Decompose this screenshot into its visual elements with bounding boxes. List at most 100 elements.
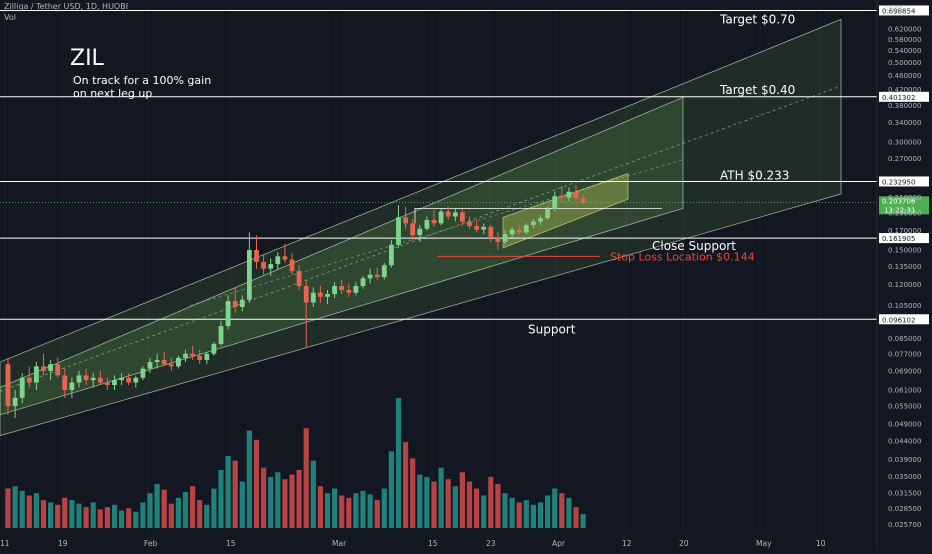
- channel-midline: [0, 85, 842, 392]
- candle-body: [105, 382, 110, 385]
- volume-indicator-label[interactable]: Vol: [4, 13, 16, 22]
- volume-bar: [140, 502, 146, 528]
- candle-body: [360, 278, 366, 287]
- volume-bar: [523, 500, 529, 528]
- candle-body: [438, 211, 444, 224]
- volume-bar: [190, 486, 196, 528]
- y-tick-label: 0.170000: [888, 227, 921, 235]
- volume-bar: [48, 502, 54, 528]
- candle-body: [488, 226, 494, 238]
- y-tick-label: 0.540000: [888, 47, 921, 55]
- x-tick-label: May: [756, 539, 772, 548]
- candle-body: [424, 219, 430, 229]
- candle-body: [403, 217, 408, 224]
- candle-body: [374, 274, 380, 278]
- candle-body: [559, 196, 565, 198]
- volume-bar: [346, 497, 352, 528]
- volume-bar: [552, 488, 558, 528]
- inner-channel: [0, 96, 684, 416]
- level-price-label: 0.698854: [882, 7, 916, 15]
- candle-body: [410, 223, 416, 236]
- note-line-1: On track for a 100% gain: [73, 74, 212, 87]
- volume-bar: [147, 493, 153, 528]
- volume-bar: [104, 507, 110, 528]
- x-tick-label: Apr: [552, 539, 566, 548]
- y-tick-label: 0.061000: [888, 387, 921, 395]
- candle-body: [431, 219, 437, 224]
- candle-body: [367, 274, 373, 279]
- level-price-tag: [879, 5, 929, 16]
- currency-label: USDT: [886, 6, 903, 13]
- y-tick-label: 0.031500: [888, 489, 921, 497]
- candle-body: [211, 343, 217, 354]
- volume-bar: [481, 495, 487, 528]
- volume-bar: [580, 514, 586, 528]
- candle-body: [318, 292, 323, 297]
- x-tick-label: 20: [679, 539, 689, 548]
- x-tick-label: 15: [226, 539, 236, 548]
- candle-body: [552, 196, 558, 210]
- level-price-label: 0.161905: [882, 235, 915, 243]
- candle-body: [119, 377, 124, 381]
- candle-body: [545, 209, 550, 219]
- candle-body: [55, 364, 61, 376]
- candle-body: [389, 244, 394, 266]
- candle-body: [161, 359, 167, 365]
- volume-bar: [516, 502, 522, 528]
- volume-bar: [360, 490, 366, 528]
- y-tick-label: 0.039000: [888, 456, 921, 464]
- grid-layer: [4, 8, 821, 532]
- x-tick-label: 11: [0, 539, 10, 548]
- candle-layer: [5, 184, 586, 418]
- level-annotation: Target $0.70: [719, 12, 795, 26]
- volume-bar: [403, 442, 409, 528]
- y-tick-label: 0.044000: [888, 437, 921, 445]
- volume-bar: [90, 502, 96, 528]
- candle-body: [62, 375, 68, 391]
- candle-body: [247, 249, 252, 300]
- candle-body: [573, 191, 579, 199]
- candle-body: [289, 259, 295, 272]
- y-tick-label: 0.460000: [888, 72, 921, 80]
- volume-bar: [452, 486, 458, 528]
- y-tick-label: 0.085000: [888, 335, 921, 343]
- symbol-header[interactable]: Zilliqa / Tether USD, 1D, HUOBI: [4, 2, 129, 11]
- candle-body: [69, 382, 75, 391]
- candle-body: [467, 221, 472, 226]
- y-tick-label: 0.380000: [888, 102, 921, 110]
- y-tick-label: 0.049000: [888, 421, 921, 429]
- volume-bar: [537, 502, 544, 528]
- volume-bar: [69, 500, 75, 528]
- candle-body: [168, 364, 174, 367]
- volume-bar: [19, 490, 25, 528]
- price-axis-panel[interactable]: [877, 0, 932, 550]
- candle-body: [580, 198, 586, 203]
- volume-bar: [417, 474, 423, 528]
- level-annotation: Support: [528, 322, 576, 336]
- candle-body: [509, 229, 515, 235]
- volume-bar: [232, 460, 238, 528]
- candle-body: [516, 229, 522, 233]
- volume-bar: [310, 460, 316, 528]
- volume-bar: [5, 488, 11, 528]
- outer-channel: [0, 18, 842, 437]
- x-tick-label: 10: [816, 539, 826, 548]
- volume-bar: [466, 481, 473, 528]
- level-price-label: 0.232950: [882, 178, 915, 186]
- y-tick-label: 0.028500: [888, 505, 921, 513]
- level-price-tag: [879, 314, 929, 325]
- candle-body: [481, 226, 487, 230]
- candle-body: [325, 294, 330, 297]
- volume-bar: [119, 510, 125, 528]
- volume-bar: [424, 476, 430, 528]
- volume-bar: [225, 456, 231, 528]
- x-tick-label: 12: [622, 539, 632, 548]
- candle-body: [303, 286, 309, 303]
- candle-body: [332, 286, 337, 295]
- volume-bar: [317, 486, 323, 528]
- candle-body: [275, 256, 281, 265]
- volume-bar: [374, 500, 380, 528]
- candle-body: [26, 377, 32, 383]
- volume-bar: [573, 507, 579, 528]
